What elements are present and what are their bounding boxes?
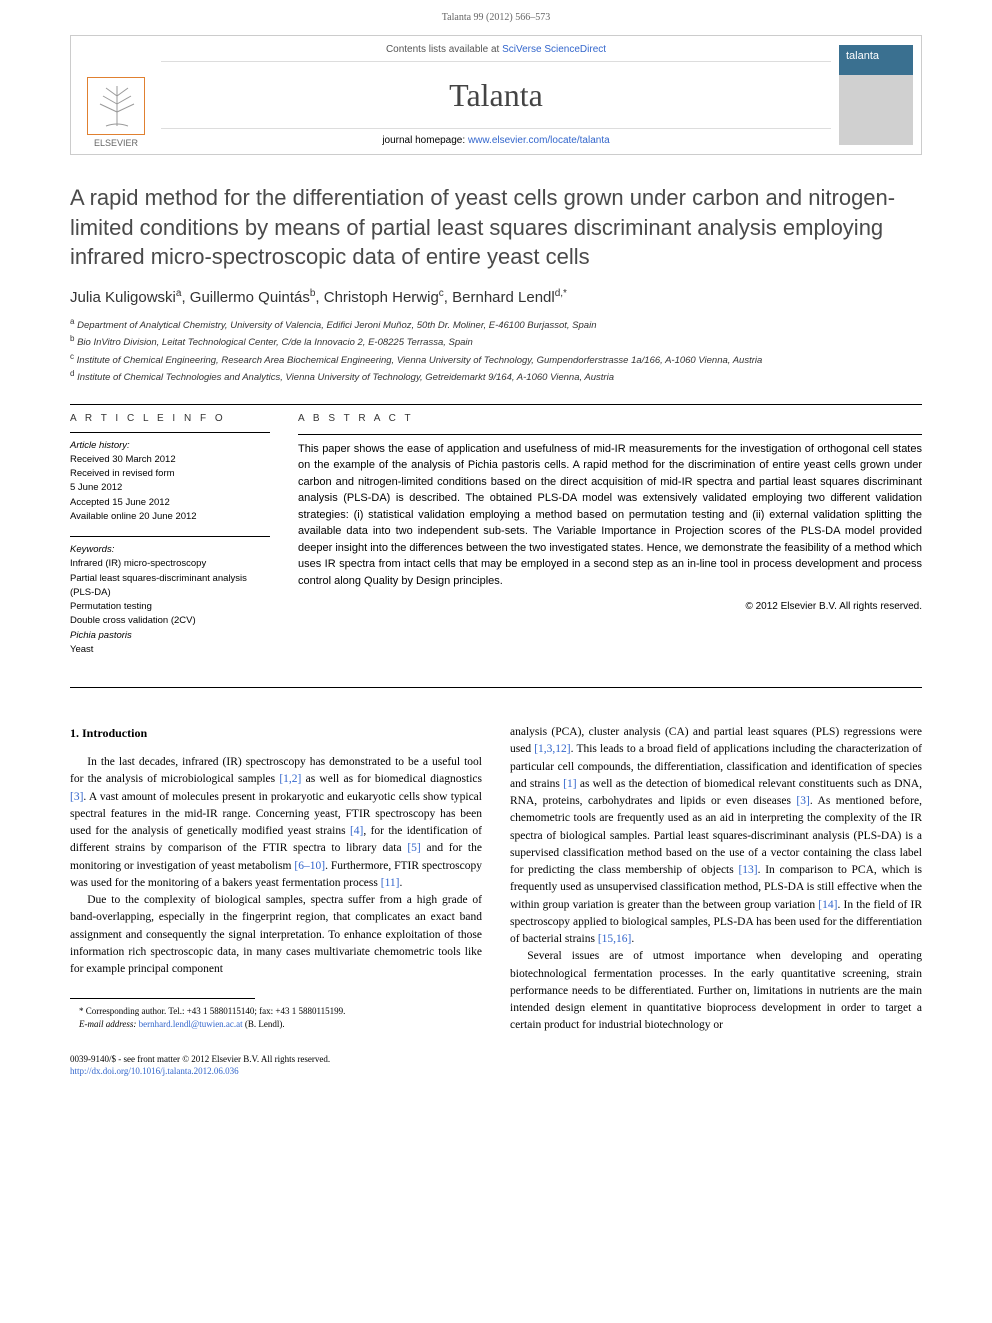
paragraph-3: analysis (PCA), cluster analysis (CA) an… [510, 724, 922, 948]
keyword-5: Pichia pastoris [70, 629, 270, 643]
ref-link-5[interactable]: [5] [407, 842, 420, 854]
abstract-divider [298, 434, 922, 435]
journal-banner: ELSEVIER Contents lists available at Sci… [70, 35, 922, 155]
affiliations-block: a Department of Analytical Chemistry, Un… [70, 316, 922, 386]
divider-bottom [70, 687, 922, 688]
abstract-block: A B S T R A C T This paper shows the eas… [298, 411, 922, 670]
section-1-heading: 1. Introduction [70, 724, 482, 742]
affiliation-a: a Department of Analytical Chemistry, Un… [70, 316, 922, 333]
ref-link-1b[interactable]: [1] [563, 778, 576, 790]
revised-date-2: 5 June 2012 [70, 481, 270, 495]
ref-link-4[interactable]: [4] [350, 825, 363, 837]
article-info-heading: A R T I C L E I N F O [70, 411, 270, 426]
journal-homepage-link[interactable]: www.elsevier.com/locate/talanta [468, 135, 610, 146]
banner-center: Contents lists available at SciVerse Sci… [161, 36, 831, 154]
citation-line: Talanta 99 (2012) 566–573 [442, 12, 550, 23]
keywords-label: Keywords: [70, 543, 270, 557]
article-history: Article history: Received 30 March 2012 … [70, 439, 270, 525]
abstract-text: This paper shows the ease of application… [298, 441, 922, 590]
author-4: Bernhard Lendl [452, 289, 555, 306]
abstract-copyright: © 2012 Elsevier B.V. All rights reserved… [298, 599, 922, 614]
email-label: E-mail address: [79, 1019, 139, 1029]
info-divider-1 [70, 432, 270, 433]
author-3-affil: c [439, 288, 444, 299]
contents-lists-line: Contents lists available at SciVerse Sci… [161, 44, 831, 62]
body-two-column: 1. Introduction In the last decades, inf… [70, 724, 922, 1035]
ref-link-3b[interactable]: [3] [796, 795, 809, 807]
keyword-3: Permutation testing [70, 600, 270, 614]
divider-top [70, 404, 922, 405]
page-header: Talanta 99 (2012) 566–573 [0, 0, 992, 35]
journal-cover-thumbnail: talanta [839, 45, 913, 145]
author-1: Julia Kuligowski [70, 289, 176, 306]
homepage-prefix: journal homepage: [382, 135, 468, 146]
online-date: Available online 20 June 2012 [70, 510, 270, 524]
keywords-block: Keywords: Infrared (IR) micro-spectrosco… [70, 543, 270, 657]
keyword-2: Partial least squares-discriminant analy… [70, 572, 270, 601]
sciencedirect-link[interactable]: SciVerse ScienceDirect [502, 44, 606, 55]
author-2-affil: b [310, 288, 316, 299]
ref-link-14[interactable]: [14] [818, 899, 837, 911]
received-date: Received 30 March 2012 [70, 453, 270, 467]
author-list: Julia Kuligowskia, Guillermo Quintásb, C… [70, 288, 922, 306]
cover-label: talanta [846, 50, 879, 62]
contents-prefix: Contents lists available at [386, 44, 502, 55]
ref-link-3[interactable]: [3] [70, 791, 83, 803]
publisher-name: ELSEVIER [94, 138, 138, 148]
page-footer: 0039-9140/$ - see front matter © 2012 El… [0, 1035, 992, 1102]
keyword-6: Yeast [70, 643, 270, 657]
info-abstract-row: A R T I C L E I N F O Article history: R… [70, 411, 922, 670]
publisher-logo-box: ELSEVIER [71, 36, 161, 154]
elsevier-logo-icon [87, 77, 145, 135]
affiliation-b: b Bio InVitro Division, Leitat Technolog… [70, 333, 922, 350]
paragraph-4: Several issues are of utmost importance … [510, 948, 922, 1034]
abstract-heading: A B S T R A C T [298, 411, 922, 426]
ref-link-6-10[interactable]: [6–10] [294, 860, 325, 872]
column-right: analysis (PCA), cluster analysis (CA) an… [510, 724, 922, 1035]
keyword-1: Infrared (IR) micro-spectroscopy [70, 557, 270, 571]
journal-name: Talanta [161, 77, 831, 114]
column-left: 1. Introduction In the last decades, inf… [70, 724, 482, 1035]
front-matter-line: 0039-9140/$ - see front matter © 2012 El… [70, 1053, 922, 1066]
paragraph-2: Due to the complexity of biological samp… [70, 892, 482, 978]
author-3: Christoph Herwig [324, 289, 439, 306]
history-label: Article history: [70, 439, 270, 453]
author-2: Guillermo Quintás [190, 289, 310, 306]
corr-email-link[interactable]: bernhard.lendl@tuwien.ac.at [139, 1019, 243, 1029]
ref-link-11[interactable]: [11] [381, 877, 400, 889]
corr-email-line: E-mail address: bernhard.lendl@tuwien.ac… [70, 1018, 482, 1031]
ref-link-1-3-12[interactable]: [1,3,12] [534, 743, 570, 755]
keyword-4: Double cross validation (2CV) [70, 614, 270, 628]
corr-author-line: * Corresponding author. Tel.: +43 1 5880… [70, 1005, 482, 1018]
journal-cover-box: talanta [831, 36, 921, 154]
article-info-block: A R T I C L E I N F O Article history: R… [70, 411, 270, 670]
info-divider-2 [70, 536, 270, 537]
revised-date-1: Received in revised form [70, 467, 270, 481]
ref-link-1-2[interactable]: [1,2] [279, 773, 301, 785]
affiliation-d: d Institute of Chemical Technologies and… [70, 368, 922, 385]
accepted-date: Accepted 15 June 2012 [70, 496, 270, 510]
journal-homepage-line: journal homepage: www.elsevier.com/locat… [161, 128, 831, 146]
corresponding-author-footnote: * Corresponding author. Tel.: +43 1 5880… [70, 1005, 482, 1030]
paragraph-1: In the last decades, infrared (IR) spect… [70, 754, 482, 892]
affiliation-c: c Institute of Chemical Engineering, Res… [70, 351, 922, 368]
ref-link-15-16[interactable]: [15,16] [598, 933, 632, 945]
doi-link[interactable]: http://dx.doi.org/10.1016/j.talanta.2012… [70, 1066, 239, 1076]
article-title: A rapid method for the differentiation o… [70, 183, 922, 272]
doi-line: http://dx.doi.org/10.1016/j.talanta.2012… [70, 1065, 922, 1078]
author-1-affil: a [176, 288, 182, 299]
footnote-divider [70, 998, 255, 999]
ref-link-13[interactable]: [13] [738, 864, 757, 876]
author-4-affil: d,* [555, 288, 567, 299]
article-container: A rapid method for the differentiation o… [0, 183, 992, 1035]
email-suffix: (B. Lendl). [243, 1019, 285, 1029]
